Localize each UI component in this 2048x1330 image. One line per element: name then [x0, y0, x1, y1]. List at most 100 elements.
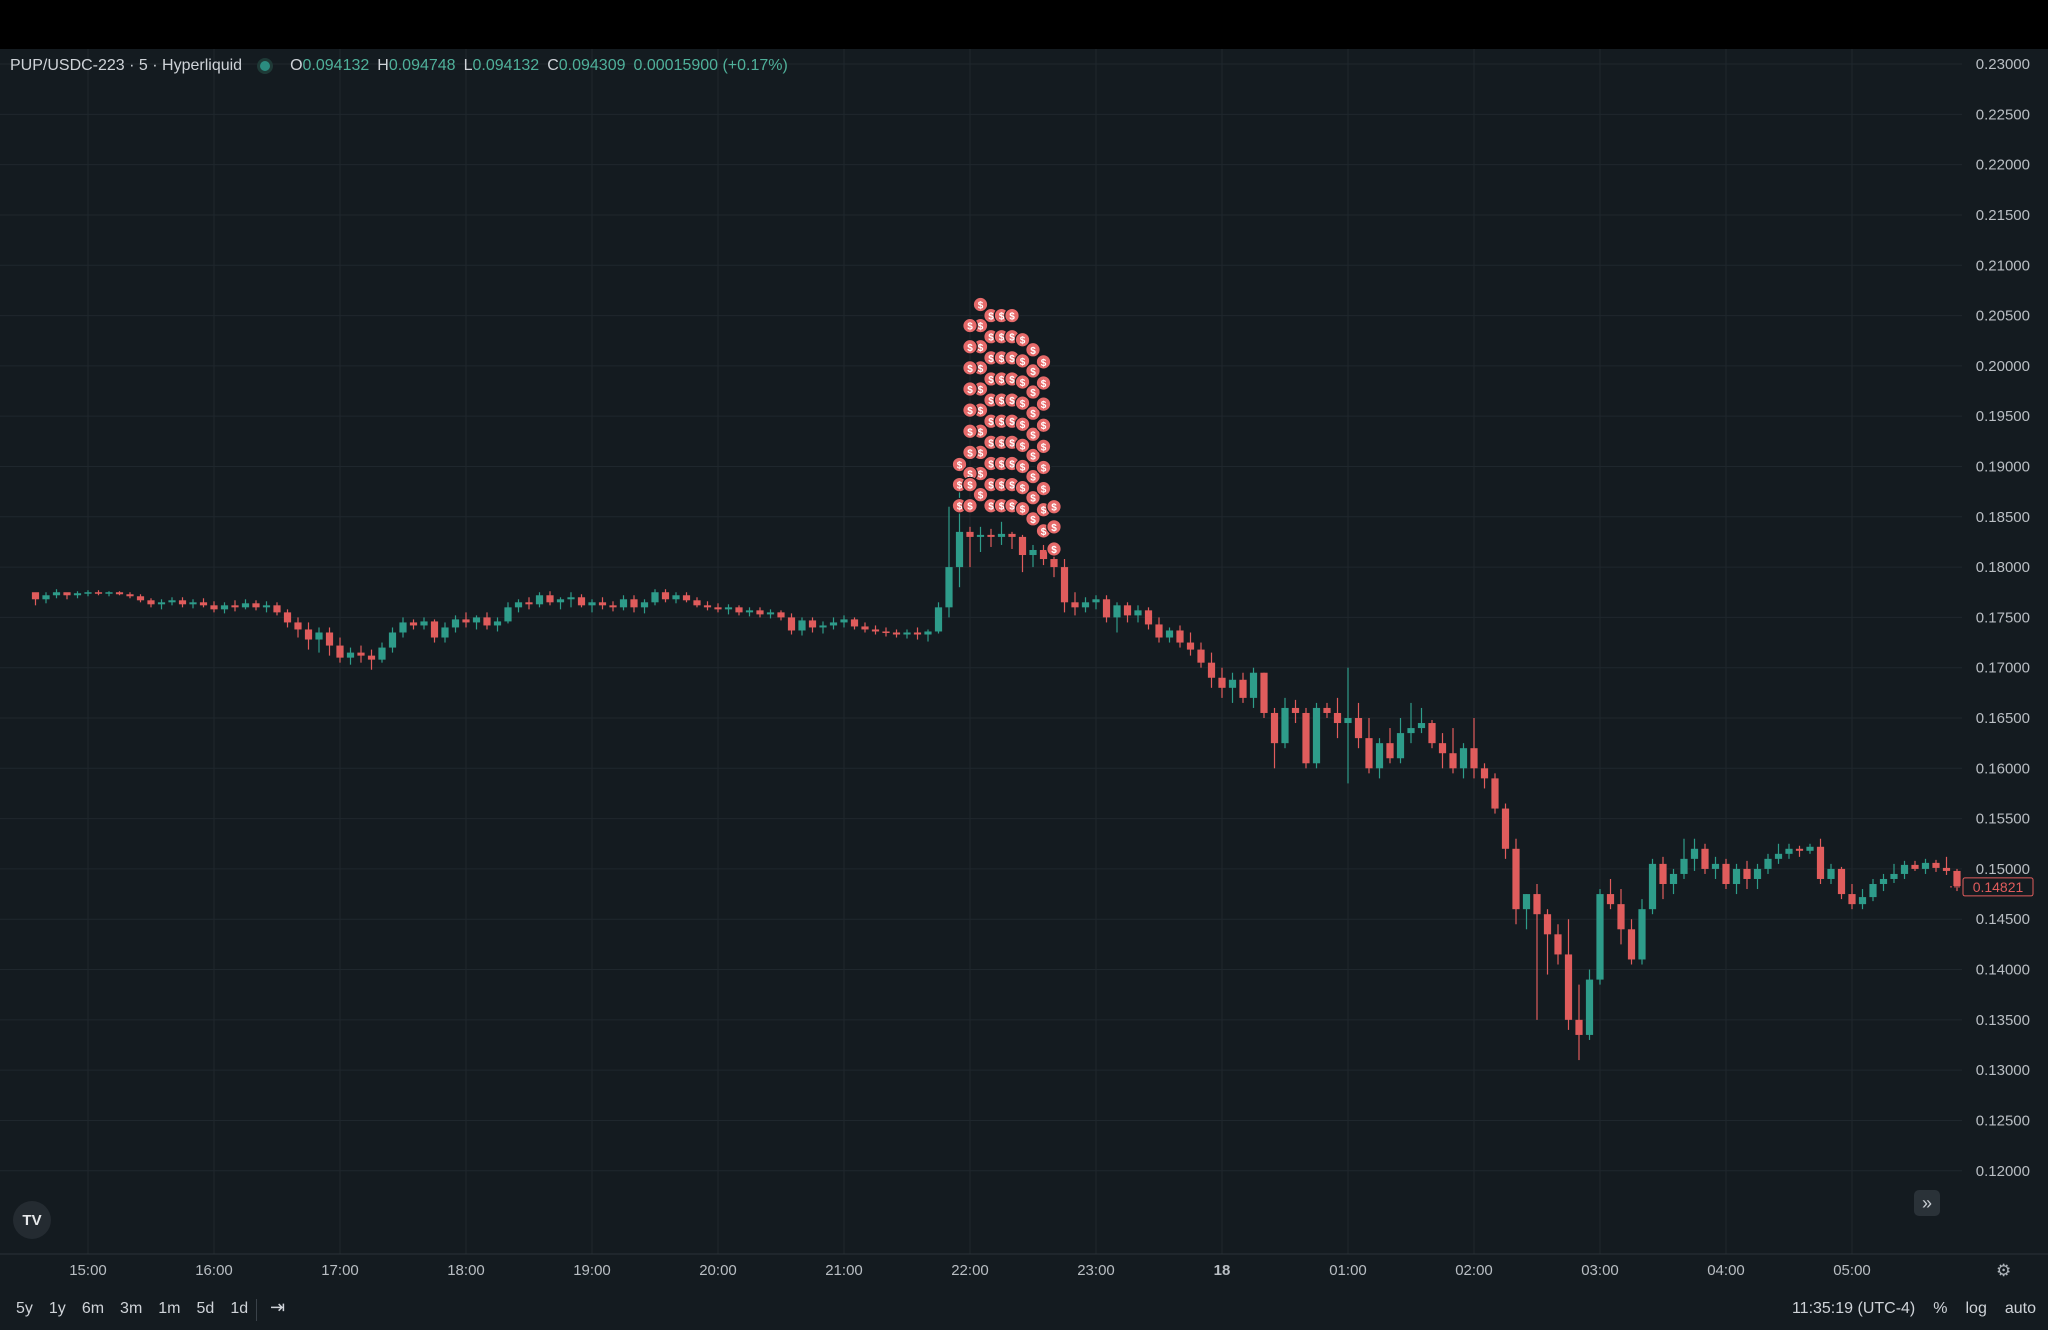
candle-body — [357, 652, 365, 656]
trade-marker-label: $ — [1009, 375, 1015, 386]
trade-marker-label: $ — [1041, 442, 1047, 453]
candle-body — [294, 622, 302, 630]
x-tick-label: 19:00 — [573, 1262, 611, 1279]
x-tick-label: 02:00 — [1455, 1262, 1493, 1279]
y-tick-label: 0.19500 — [1976, 408, 2030, 425]
trade-marker — [1035, 417, 1052, 434]
candle-body — [1396, 733, 1405, 759]
range-6m[interactable]: 6m — [81, 1300, 105, 1317]
y-tick-label: 0.22500 — [1976, 106, 2030, 123]
trade-marker-label: $ — [1020, 462, 1026, 473]
candle-body — [1701, 848, 1709, 869]
trade-marker — [1025, 468, 1041, 485]
chart-pane[interactable]: 0.23000 0.22500 0.22000 0.21500 0.21000 0.205… — [0, 49, 2048, 1330]
candle-body — [798, 620, 806, 631]
percent-toggle[interactable]: % — [1933, 1300, 1948, 1317]
trade-marker-label: $ — [999, 354, 1005, 365]
candle-body — [1018, 536, 1027, 556]
range-1d[interactable]: 1d — [230, 1300, 249, 1317]
range-3m[interactable]: 3m — [120, 1300, 143, 1317]
candle-body — [1522, 894, 1531, 910]
market-status-icon — [260, 61, 271, 71]
candle-body — [1060, 567, 1069, 603]
candle-body — [273, 605, 281, 613]
candle-body — [892, 632, 901, 635]
candle-body — [1585, 979, 1594, 1035]
trade-marker-label: $ — [967, 406, 973, 417]
go-to-date-icon[interactable]: ⇥ — [270, 1297, 286, 1317]
range-1y[interactable]: 1y — [48, 1300, 66, 1317]
low-value: 0.094132 — [472, 57, 540, 74]
candle-body — [1932, 862, 1940, 868]
candle-body — [598, 602, 607, 606]
trade-marker — [1025, 447, 1041, 464]
candle-body — [1176, 630, 1184, 643]
candle-body — [1029, 549, 1037, 556]
trade-marker-label: $ — [1020, 505, 1026, 516]
y-tick-label: 0.13000 — [1976, 1062, 2030, 1079]
candle-body — [220, 605, 229, 610]
auto-toggle[interactable]: auto — [2004, 1300, 2036, 1317]
x-tick-label: 16:00 — [195, 1262, 233, 1279]
candle-body — [1942, 867, 1951, 871]
trade-marker — [1014, 331, 1031, 348]
candle-body — [1837, 868, 1846, 895]
tradingview-logo-icon[interactable]: TV — [13, 1201, 51, 1239]
candle-body — [189, 602, 197, 605]
candle-body — [903, 632, 911, 635]
trade-marker — [1025, 363, 1041, 379]
scroll-to-realtime-icon[interactable]: » — [1914, 1190, 1940, 1216]
trade-marker-label: $ — [988, 312, 994, 323]
symbol-title[interactable]: PUP/USDC-223 · 5 · Hyperliquid — [10, 57, 243, 74]
candle-body — [336, 645, 344, 658]
trade-marker — [962, 317, 978, 334]
x-tick-label: 04:00 — [1707, 1262, 1745, 1279]
candle-body — [1291, 707, 1300, 713]
candle-body — [1480, 768, 1489, 779]
high-key: H — [377, 57, 389, 74]
candle-body — [567, 597, 575, 600]
candle-body — [1491, 778, 1499, 809]
candle-body — [535, 595, 544, 605]
candle-body — [1186, 642, 1195, 650]
trade-marker-label: $ — [1030, 451, 1036, 462]
x-tick-label: 20:00 — [699, 1262, 737, 1279]
trade-marker — [1014, 395, 1031, 411]
trade-marker — [962, 338, 978, 355]
trade-marker-label: $ — [1041, 527, 1047, 538]
candle-body — [1606, 894, 1615, 905]
price-chart[interactable]: 0.23000 0.22500 0.22000 0.21500 0.21000 0.205… — [0, 49, 2048, 1330]
range-1m[interactable]: 1m — [158, 1300, 181, 1317]
trade-marker-label: $ — [999, 502, 1005, 513]
candle-body — [1669, 873, 1678, 885]
candle-body — [525, 602, 533, 605]
trade-marker — [1025, 510, 1041, 527]
candle-body — [1543, 914, 1552, 935]
trade-marker-label: $ — [1020, 378, 1026, 389]
trade-marker-label: $ — [1041, 421, 1047, 432]
candle-body — [808, 620, 817, 628]
candle-body — [1417, 723, 1426, 729]
candle-body — [934, 607, 943, 632]
candle-body — [504, 607, 512, 622]
clock-readout[interactable]: 11:35:19 (UTC-4) — [1791, 1300, 1916, 1317]
x-tick-label: 17:00 — [321, 1262, 359, 1279]
candle-body — [724, 607, 733, 610]
range-5d[interactable]: 5d — [196, 1300, 215, 1317]
log-toggle[interactable]: log — [1965, 1300, 1987, 1317]
candle-body — [840, 619, 848, 623]
range-5y[interactable]: 5y — [16, 1300, 33, 1317]
trade-marker-label: $ — [1030, 494, 1036, 505]
trade-marker — [962, 423, 978, 440]
candle-body — [1081, 602, 1090, 608]
trade-marker-label: $ — [967, 364, 973, 375]
trade-marker-label: $ — [999, 438, 1005, 449]
trade-marker-label: $ — [1041, 379, 1047, 390]
candle-body — [1501, 808, 1510, 849]
trade-marker-label: $ — [957, 502, 963, 513]
trade-marker — [1035, 375, 1052, 391]
trade-marker-label: $ — [1020, 399, 1026, 410]
gear-icon[interactable]: ⚙ — [1996, 1261, 2012, 1280]
candle-body — [1144, 610, 1153, 625]
x-tick-label: 23:00 — [1077, 1262, 1115, 1279]
